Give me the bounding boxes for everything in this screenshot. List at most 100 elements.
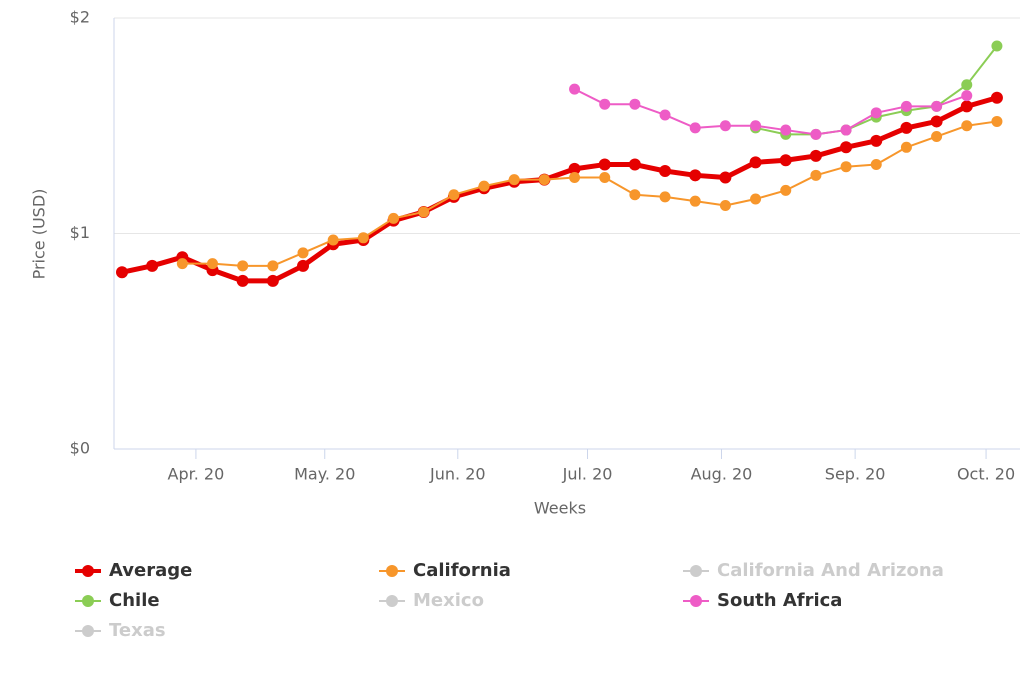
data-point <box>266 274 279 287</box>
x-tick-label: Sep. 20 <box>825 465 886 484</box>
data-point <box>719 120 731 132</box>
data-point <box>297 247 309 259</box>
legend-swatch-marker <box>690 595 702 607</box>
legend-label: Texas <box>109 620 166 641</box>
data-point <box>750 120 762 132</box>
data-point <box>931 100 943 112</box>
x-tick-label: May. 20 <box>294 465 355 484</box>
data-point <box>267 260 279 272</box>
data-point <box>870 107 882 119</box>
data-point <box>599 98 611 110</box>
data-point <box>448 189 460 201</box>
data-point <box>749 156 762 169</box>
data-point <box>870 159 882 171</box>
data-point <box>900 141 912 153</box>
data-point <box>689 195 701 207</box>
y-axis-title: Price (USD) <box>30 189 49 280</box>
x-tick-label: Oct. 20 <box>957 465 1015 484</box>
legend-item[interactable]: California And Arizona <box>683 560 944 581</box>
data-point <box>719 171 732 184</box>
legend-swatch-marker <box>82 565 94 577</box>
x-tick-label: Jul. 20 <box>562 465 613 484</box>
legend-label: Chile <box>109 590 160 611</box>
data-point <box>719 199 731 211</box>
series-line <box>121 95 998 284</box>
data-point <box>961 79 973 91</box>
data-point <box>780 184 792 196</box>
data-point <box>237 260 249 272</box>
data-point <box>569 171 581 183</box>
legend-item[interactable]: Texas <box>75 620 166 641</box>
x-tick-label: Aug. 20 <box>691 465 753 484</box>
data-point <box>840 124 852 136</box>
legend-swatch-marker <box>82 625 94 637</box>
data-point <box>900 121 913 134</box>
y-tick-label: $2 <box>70 8 90 27</box>
data-point <box>961 120 973 132</box>
data-point <box>750 193 762 205</box>
data-point <box>810 169 822 181</box>
legend-label: Average <box>109 560 192 581</box>
legend-label: California <box>413 560 511 581</box>
data-point <box>961 90 973 102</box>
data-point <box>116 266 128 279</box>
data-point <box>207 258 219 270</box>
data-point <box>991 40 1003 52</box>
data-point <box>840 161 852 173</box>
data-point <box>659 109 671 121</box>
data-point <box>991 115 1003 127</box>
data-point <box>538 174 550 186</box>
data-point <box>629 98 641 110</box>
legend-item[interactable]: California <box>379 560 511 581</box>
legend-swatch-marker <box>386 565 398 577</box>
x-tick-label: Jun. 20 <box>429 465 486 484</box>
data-point <box>598 158 611 171</box>
legend-swatch-marker <box>386 595 398 607</box>
data-point <box>418 206 430 218</box>
legend-item[interactable]: Chile <box>75 590 160 611</box>
series-line <box>182 120 998 267</box>
data-point <box>297 259 310 272</box>
y-tick-label: $1 <box>70 223 90 242</box>
y-tick-label: $0 <box>70 439 90 458</box>
x-axis-title: Weeks <box>534 499 586 518</box>
data-point <box>659 191 671 203</box>
data-point <box>508 174 520 186</box>
data-point <box>960 100 973 113</box>
data-point <box>870 134 883 147</box>
data-point <box>659 165 672 178</box>
legend-swatch-marker <box>82 595 94 607</box>
data-point <box>599 171 611 183</box>
data-point <box>990 91 1003 104</box>
data-point <box>840 141 853 154</box>
data-point <box>388 212 400 224</box>
data-point <box>900 100 912 112</box>
data-point <box>478 180 490 192</box>
data-point <box>569 83 581 95</box>
data-point <box>357 232 369 244</box>
legend-item[interactable]: Average <box>75 560 192 581</box>
legend-item[interactable]: Mexico <box>379 590 484 611</box>
data-point <box>628 158 641 171</box>
legend-swatch-marker <box>690 565 702 577</box>
data-point <box>779 154 792 167</box>
legend-label: Mexico <box>413 590 484 611</box>
data-point <box>568 162 581 175</box>
data-point <box>176 258 188 270</box>
data-point <box>146 259 159 272</box>
legend-item[interactable]: South Africa <box>683 590 842 611</box>
data-point <box>931 131 943 143</box>
data-point <box>810 128 822 140</box>
data-point <box>236 274 249 287</box>
data-point <box>689 169 702 182</box>
data-point <box>327 234 339 246</box>
data-point <box>689 122 701 134</box>
data-point <box>809 149 822 162</box>
data-point <box>780 124 792 136</box>
legend-label: South Africa <box>717 590 842 611</box>
data-point <box>629 189 641 201</box>
x-tick-label: Apr. 20 <box>168 465 225 484</box>
data-point <box>930 115 943 128</box>
legend-label: California And Arizona <box>717 560 944 581</box>
